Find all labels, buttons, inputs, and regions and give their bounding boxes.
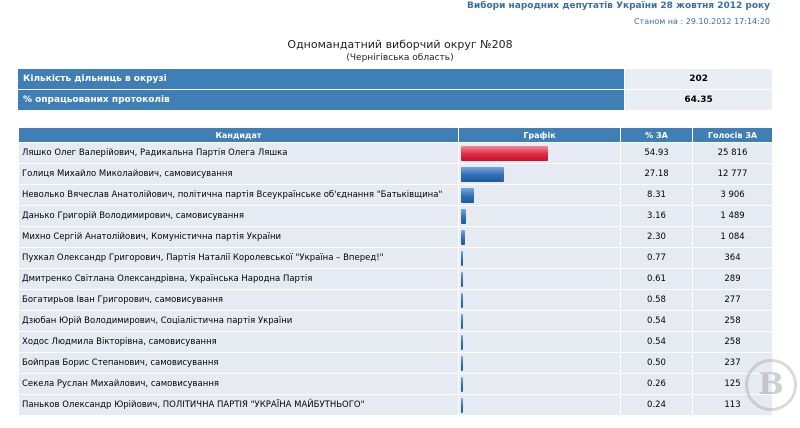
candidate-name: Бойправ Борис Степанович, самовисування — [18, 352, 459, 374]
vote-percent: 0.54 — [620, 310, 693, 332]
table-row: Голиця Михайло Миколайович, самовисуванн… — [18, 163, 773, 185]
summary-row: % опрацьованих протоколів 64.35 — [18, 89, 772, 111]
vote-bar-cell — [458, 331, 621, 353]
table-row: Невoлько Вячеслав Анатолійович, політичн… — [18, 184, 773, 206]
vote-bar — [461, 187, 474, 203]
table-row: Ходос Людмила Вікторівна, самовисування 0… — [18, 331, 773, 353]
vote-percent: 0.54 — [620, 331, 693, 353]
vote-count: 364 — [692, 247, 773, 269]
table-row: Дмитренко Світлана Олександрівна, Україн… — [18, 268, 773, 290]
table-row: Михно Сергій Анатолійович, Комуністична … — [18, 226, 773, 248]
table-row: Дзюбан Юрій Володимирович, Соціалістична… — [18, 310, 773, 332]
candidate-name: Пухкал Олександр Григорович, Партія Ната… — [18, 247, 459, 269]
vote-bar-cell — [458, 205, 621, 227]
vote-bar-cell — [458, 247, 621, 269]
vote-bar-cell — [458, 289, 621, 311]
vote-bar — [461, 376, 463, 392]
vote-count: 1 084 — [692, 226, 773, 248]
table-row: Пухкал Олександр Григорович, Партія Ната… — [18, 247, 773, 269]
candidate-name: Богатирьов Іван Григорович, самовисуванн… — [18, 289, 459, 311]
vote-percent: 0.58 — [620, 289, 693, 311]
vote-bar — [461, 271, 463, 287]
table-row: Богатирьов Іван Григорович, самовисуванн… — [18, 289, 773, 311]
vote-bar — [461, 208, 466, 224]
vote-bar — [461, 334, 463, 350]
candidate-name: Паньков Олександр Юрійович, ПОЛІТИЧНА ПА… — [18, 394, 459, 416]
results-body: Ляшко Олег Валерійович, Радикальна Парті… — [18, 142, 773, 416]
column-header-candidate: Кандидат — [18, 127, 459, 143]
vote-percent: 0.26 — [620, 373, 693, 395]
table-row: Ляшко Олег Валерійович, Радикальна Парті… — [18, 142, 773, 164]
table-row: Паньков Олександр Юрійович, ПОЛІТИЧНА ПА… — [18, 394, 773, 416]
vote-percent: 2.30 — [620, 226, 693, 248]
vote-count: 12 777 — [692, 163, 773, 185]
vote-bar-cell — [458, 163, 621, 185]
district-region: (Чернігівська область) — [346, 53, 454, 63]
vote-count: 25 816 — [692, 142, 773, 164]
vote-percent: 8.31 — [620, 184, 693, 206]
vote-count: 277 — [692, 289, 773, 311]
summary-value: 202 — [624, 69, 772, 90]
vote-bar — [461, 166, 504, 182]
candidate-name: Секела Руслан Михайлович, самовисування — [18, 373, 459, 395]
results-header-row: Кандидат Графік % ЗА Голосів ЗА — [18, 127, 773, 143]
vote-bar — [461, 292, 463, 308]
vote-percent: 27.18 — [620, 163, 693, 185]
candidate-name: Голиця Михайло Миколайович, самовисуванн… — [18, 163, 459, 185]
vote-count: 289 — [692, 268, 773, 290]
column-header-chart: Графік — [458, 127, 621, 143]
vote-count: 1 489 — [692, 205, 773, 227]
vote-count: 3 906 — [692, 184, 773, 206]
vote-bar — [461, 355, 463, 371]
results-table: Кандидат Графік % ЗА Голосів ЗА Ляшко Ол… — [18, 127, 773, 416]
column-header-percent: % ЗА — [620, 127, 693, 143]
vote-count: 258 — [692, 331, 773, 353]
summary-table: Кількість дільниць в окрузі 202 % опраць… — [18, 69, 772, 111]
vote-bar — [461, 250, 463, 266]
vote-bar-cell — [458, 226, 621, 248]
page-header-title[interactable]: Вибори народних депутатів України 28 жов… — [467, 1, 770, 11]
vote-count: 258 — [692, 310, 773, 332]
vote-bar — [461, 313, 463, 329]
table-row: Данько Григорій Володимирович, самовисув… — [18, 205, 773, 227]
candidate-name: Ходос Людмила Вікторівна, самовисування — [18, 331, 459, 353]
vote-bar-cell — [458, 184, 621, 206]
vote-percent: 0.50 — [620, 352, 693, 374]
table-row: Бойправ Борис Степанович, самовисування 0… — [18, 352, 773, 374]
status-timestamp: Станом на : 29.10.2012 17:14:20 — [633, 17, 770, 26]
table-row: Секела Руслан Михайлович, самовисування 0… — [18, 373, 773, 395]
candidate-name: Данько Григорій Володимирович, самовисув… — [18, 205, 459, 227]
summary-row: Кількість дільниць в окрузі 202 — [18, 69, 772, 90]
vote-percent: 0.24 — [620, 394, 693, 416]
candidate-name: Невoлько Вячеслав Анатолійович, політичн… — [18, 184, 459, 206]
vote-bar-cell — [458, 394, 621, 416]
vote-bar-cell — [458, 373, 621, 395]
vote-bar — [461, 229, 465, 245]
vote-percent: 0.77 — [620, 247, 693, 269]
candidate-name: Михно Сергій Анатолійович, Комуністична … — [18, 226, 459, 248]
vote-bar-cell — [458, 268, 621, 290]
candidate-name: Дмитренко Світлана Олександрівна, Україн… — [18, 268, 459, 290]
vote-percent: 3.16 — [620, 205, 693, 227]
vote-percent: 54.93 — [620, 142, 693, 164]
vote-bar-cell — [458, 352, 621, 374]
summary-label: Кількість дільниць в окрузі — [18, 69, 625, 90]
summary-value: 64.35 — [624, 89, 772, 111]
district-title: Одномандатний виборчий округ №208 — [287, 38, 513, 51]
vote-bar-cell — [458, 142, 621, 164]
summary-label: % опрацьованих протоколів — [18, 89, 625, 111]
candidate-name: Ляшко Олег Валерійович, Радикальна Парті… — [18, 142, 459, 164]
candidate-name: Дзюбан Юрій Володимирович, Соціалістична… — [18, 310, 459, 332]
watermark-logo: B — [745, 359, 797, 411]
vote-percent: 0.61 — [620, 268, 693, 290]
column-header-votes: Голосів ЗА — [692, 127, 773, 143]
vote-bar — [461, 397, 463, 413]
vote-bar — [461, 145, 548, 161]
vote-bar-cell — [458, 310, 621, 332]
